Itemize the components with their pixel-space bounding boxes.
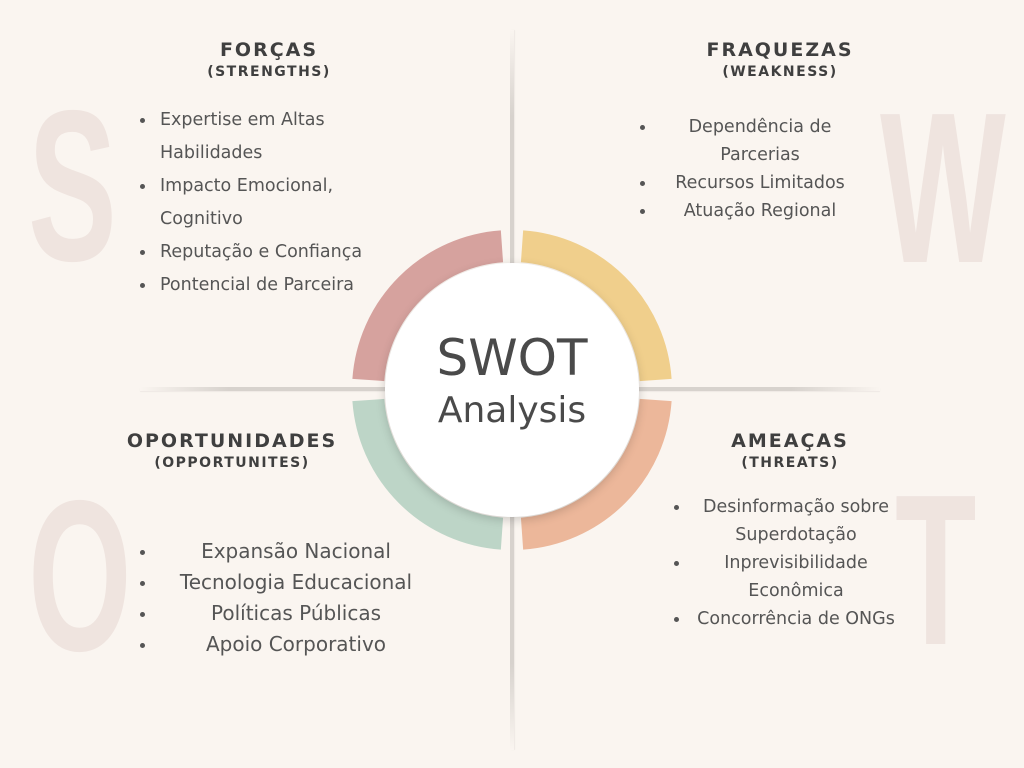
ring-segment-opportunities xyxy=(352,398,504,550)
background-letter-t: T xyxy=(895,449,977,690)
strengths-item: Impacto Emocional, Cognitivo xyxy=(140,170,400,236)
background-letter-s: S xyxy=(28,65,117,306)
opportunities-subtitle: (OPPORTUNITES) xyxy=(154,455,310,471)
weakness-item: Atuação Regional xyxy=(640,197,860,225)
strengths-subtitle: (STRENGTHS) xyxy=(207,64,331,80)
center-circle: SWOT Analysis xyxy=(385,263,639,517)
weakness-item: Recursos Limitados xyxy=(640,169,860,197)
ring-segment-threats xyxy=(520,398,672,550)
strengths-heading: FORÇAS (STRENGTHS) xyxy=(180,38,358,82)
threats-item: Desinformação sobre Superdotação xyxy=(674,493,900,549)
strengths-title: FORÇAS xyxy=(219,39,319,61)
threats-list: Desinformação sobre Superdotação Inprevi… xyxy=(674,493,900,633)
weakness-list: Dependência de Parcerias Recursos Limita… xyxy=(640,113,860,225)
ring-segment-strengths xyxy=(352,230,504,382)
opportunities-item: Tecnologia Educacional xyxy=(140,567,432,598)
background-letter-o: O xyxy=(28,455,132,696)
strengths-item: Reputação e Confiança xyxy=(140,236,400,269)
opportunities-title: OPORTUNIDADES xyxy=(126,430,338,452)
strengths-list: Expertise em Altas Habilidades Impacto E… xyxy=(140,104,400,302)
opportunities-heading: OPORTUNIDADES (OPPORTUNITES) xyxy=(116,429,348,473)
opportunities-list: Expansão Nacional Tecnologia Educacional… xyxy=(140,536,432,660)
threats-subtitle: (THREATS) xyxy=(741,455,839,471)
weakness-subtitle: (WEAKNESS) xyxy=(722,64,838,80)
weakness-item: Dependência de Parcerias xyxy=(640,113,860,169)
center-title: SWOT xyxy=(436,329,588,387)
threats-item: Inprevisibilidade Econômica xyxy=(674,549,900,605)
strengths-item: Pontencial de Parceira xyxy=(140,269,400,302)
background-letter-w: W xyxy=(880,67,1006,308)
ring-segment-weakness xyxy=(520,230,672,382)
strengths-item: Expertise em Altas Habilidades xyxy=(140,104,400,170)
weakness-heading: FRAQUEZAS (WEAKNESS) xyxy=(690,38,870,82)
center-subtitle: Analysis xyxy=(437,390,587,431)
threats-item: Concorrência de ONGs xyxy=(674,605,900,633)
threats-title: AMEAÇAS xyxy=(731,430,849,452)
weakness-title: FRAQUEZAS xyxy=(706,39,854,61)
opportunities-item: Expansão Nacional xyxy=(140,536,432,567)
opportunities-item: Apoio Corporativo xyxy=(140,629,432,660)
opportunities-item: Políticas Públicas xyxy=(140,598,432,629)
threats-heading: AMEAÇAS (THREATS) xyxy=(700,429,880,473)
